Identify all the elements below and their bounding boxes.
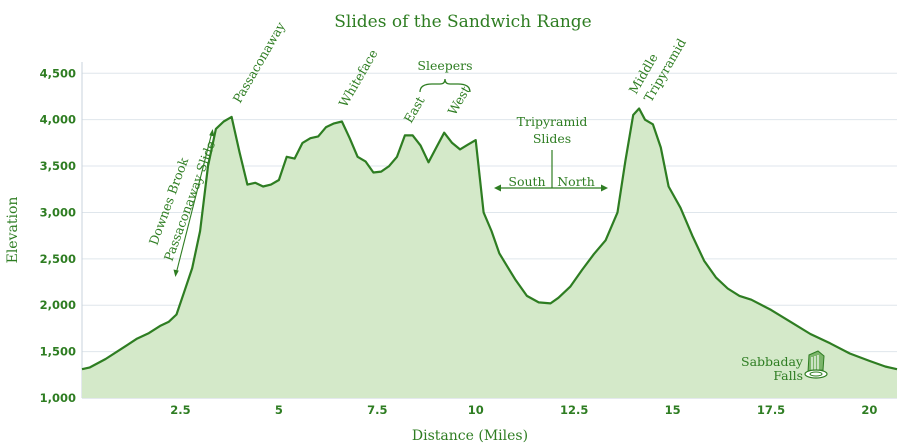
slide-arrow-head-bottom [173, 269, 179, 277]
x-tick-label: 10 [468, 403, 484, 417]
slide-arrow [175, 131, 213, 275]
x-tick-label: 17.5 [757, 403, 785, 417]
elevation-line [81, 107, 898, 371]
y-tick-label: 2,000 [40, 298, 76, 312]
y-axis-label: Elevation [5, 197, 21, 264]
sleepers-brace [419, 78, 471, 93]
y-tick-label: 4,000 [40, 113, 76, 127]
whiteface-label: Whiteface [336, 47, 381, 110]
west-label: West [445, 83, 473, 117]
slides-arrow-head-left [494, 184, 501, 192]
y-tick-label: 1,500 [40, 345, 76, 359]
x-tick-label: 12.5 [560, 403, 588, 417]
x-tick-label: 15 [665, 403, 681, 417]
slides-arrow-head-right [601, 184, 608, 192]
x-axis-label: Distance (Miles) [412, 428, 528, 444]
x-tick-label: 5 [275, 403, 283, 417]
plot-area [81, 107, 898, 398]
north-label: North [557, 174, 595, 189]
slide-arrow-head-top [209, 129, 215, 137]
y-tick-label: 3,000 [40, 205, 76, 219]
passaconaway-label: Passaconaway [230, 19, 289, 106]
y-tick-label: 1,000 [40, 391, 76, 405]
tripyramid-slides-label-2: Slides [533, 131, 571, 146]
sleepers-label: Sleepers [417, 58, 472, 73]
waterfall-icon [804, 350, 828, 379]
x-tick-label: 2.5 [170, 403, 190, 417]
y-tick-label: 2,500 [40, 252, 76, 266]
x-tick-label: 20 [861, 403, 877, 417]
y-tick-label: 4,500 [40, 66, 76, 80]
sabbaday-label-1: Sabbaday [741, 354, 804, 369]
south-label: South [508, 174, 545, 189]
axis-ticks: 1,000 1,500 2,000 2,500 3,000 3,500 4,000 4,500… [40, 66, 878, 417]
elevation-area [82, 108, 897, 398]
y-tick-label: 3,500 [40, 159, 76, 173]
x-tick-label: 7.5 [367, 403, 387, 417]
tripyramid-slides-label-1: Tripyramid [517, 114, 588, 129]
chart-title: Slides of the Sandwich Range [334, 12, 591, 32]
east-label: East [401, 94, 428, 126]
sabbaday-label-2: Falls [773, 368, 803, 383]
